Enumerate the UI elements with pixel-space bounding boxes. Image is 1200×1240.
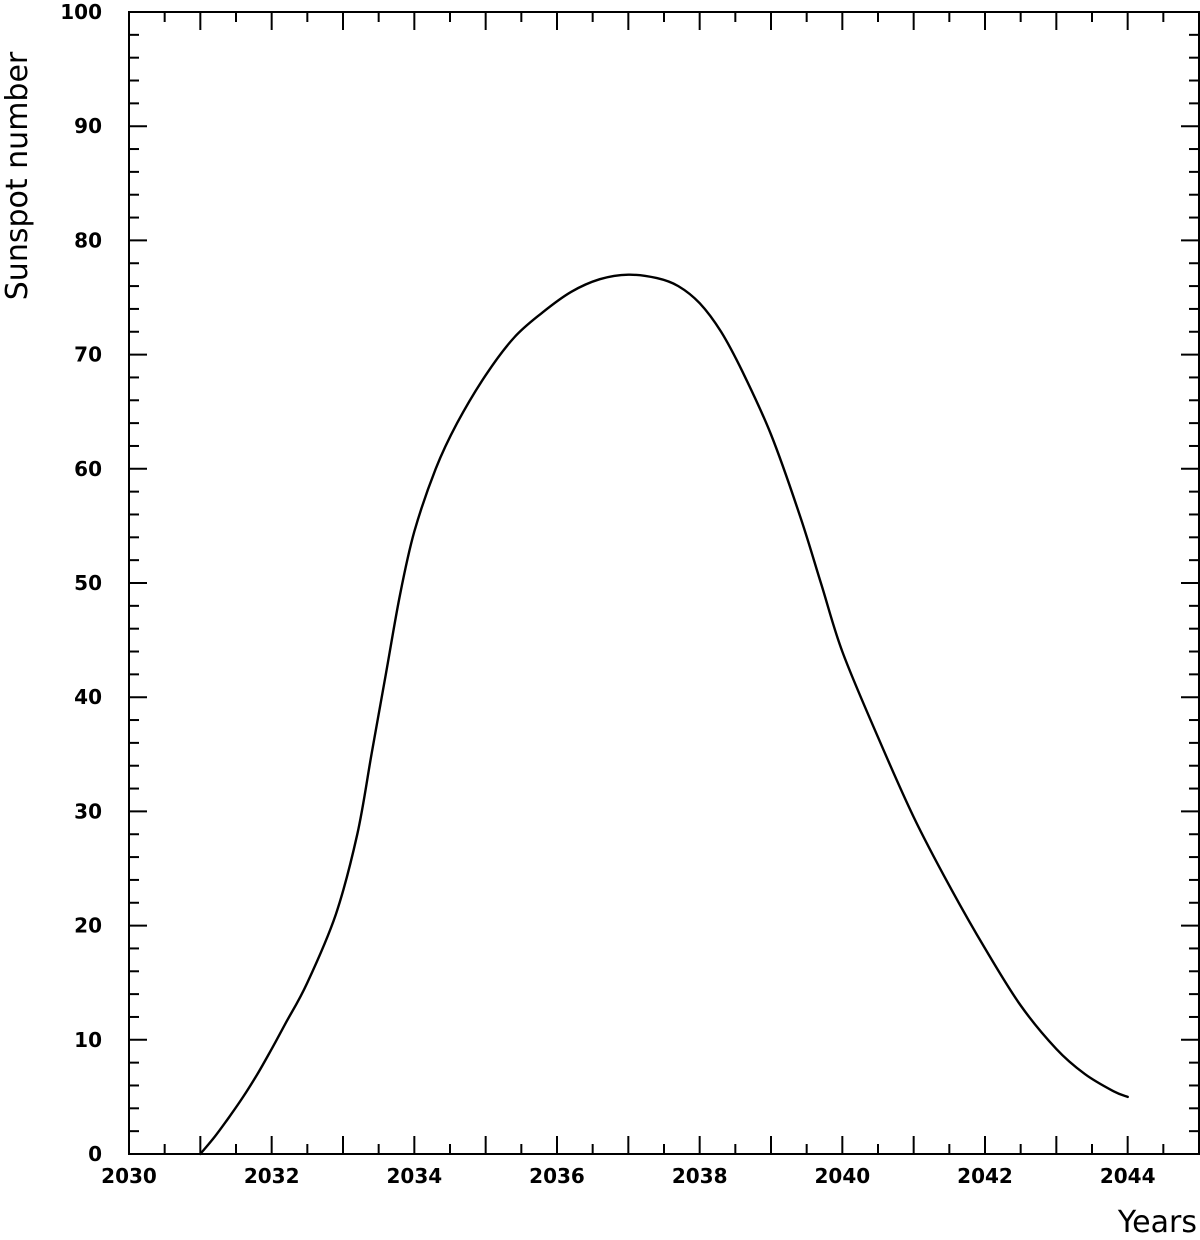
y-tick-label: 70 <box>74 343 102 367</box>
y-tick-label: 80 <box>74 228 102 252</box>
y-tick-label: 90 <box>74 114 102 138</box>
x-tick-label: 2036 <box>529 1164 585 1188</box>
x-tick-label: 2034 <box>386 1164 442 1188</box>
y-axis-title: Sunspot number <box>0 51 35 300</box>
x-tick-label: 2038 <box>672 1164 728 1188</box>
x-tick-label: 2030 <box>101 1164 157 1188</box>
x-tick-label: 2040 <box>814 1164 870 1188</box>
y-tick-label: 10 <box>74 1028 102 1052</box>
y-tick-label: 100 <box>60 0 102 24</box>
x-tick-label: 2042 <box>957 1164 1013 1188</box>
x-tick-label: 2044 <box>1100 1164 1156 1188</box>
x-tick-label: 2032 <box>244 1164 300 1188</box>
y-tick-labels: 0 10 20 30 40 50 60 70 80 90 100 <box>60 0 102 1166</box>
y-tick-label: 0 <box>88 1142 102 1166</box>
y-tick-label: 40 <box>74 685 102 709</box>
y-tick-label: 20 <box>74 914 102 938</box>
y-tick-label: 50 <box>74 571 102 595</box>
y-tick-label: 60 <box>74 457 102 481</box>
x-axis-title: Years <box>1117 1205 1197 1240</box>
axis-ticks <box>128 11 1200 1155</box>
plot-frame <box>128 11 1200 1155</box>
x-tick-labels: 2030 2032 2034 2036 2038 2040 2042 2044 <box>101 1164 1155 1188</box>
y-tick-label: 30 <box>74 799 102 823</box>
series-line <box>199 273 1129 1156</box>
